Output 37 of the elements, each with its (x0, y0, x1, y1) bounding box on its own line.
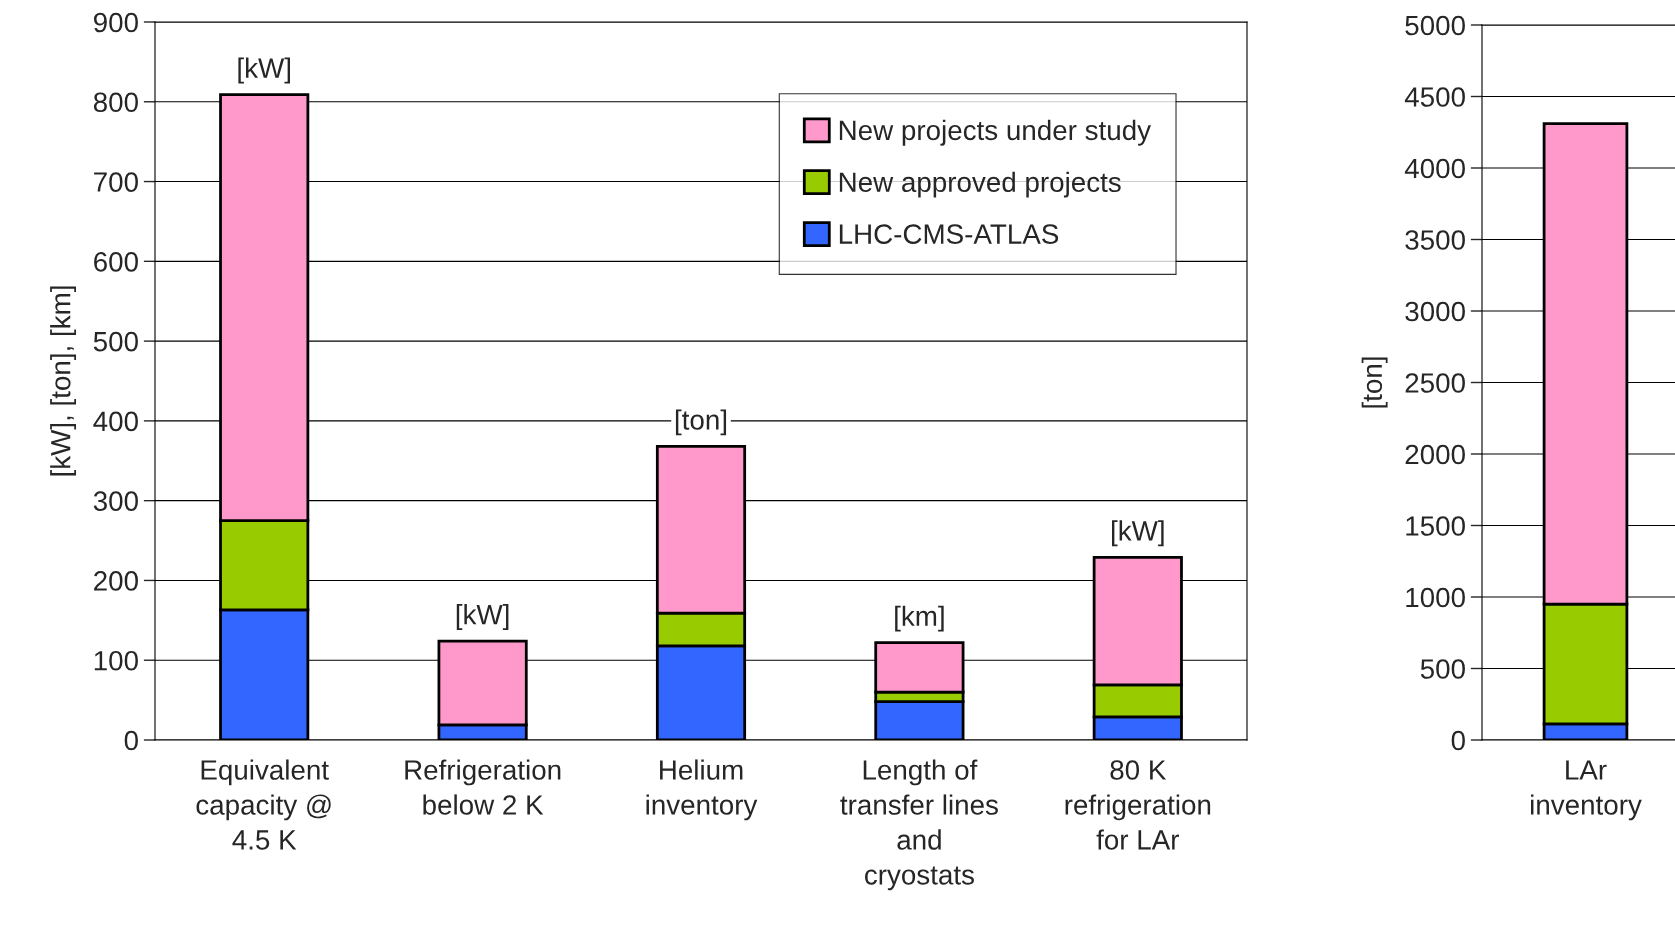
y-tick-label: 400 (93, 411, 138, 432)
x-tick-label: Refrigeration below 2 K (405, 759, 561, 815)
y-tick-label: 3500 (1405, 230, 1465, 250)
y-tick-label: 800 (93, 92, 138, 113)
y-axis-title: [ton] (1361, 357, 1388, 408)
annotation: [kW] (238, 57, 290, 84)
y-tick-label: 1000 (1406, 587, 1465, 608)
y-tick-label: 4500 (1404, 87, 1465, 107)
y-tick-label: 5000 (1405, 15, 1465, 36)
y-tick-label: 3000 (1405, 301, 1465, 322)
y-tick-label: 2500 (1405, 373, 1465, 393)
y-tick-label: 700 (94, 172, 138, 192)
y-tick-label: 100 (94, 650, 138, 671)
y-tick-label: 0 (124, 730, 138, 751)
y-tick-label: 500 (93, 331, 138, 352)
legend-label: New approved projects (839, 171, 1121, 198)
x-tick-label: Length of transfer lines and cryostats (840, 759, 998, 891)
y-tick-label: 1500 (1406, 516, 1465, 536)
y-tick-label: 0 (1451, 730, 1465, 751)
annotation: [kW] (1112, 520, 1164, 547)
y-tick-label: 900 (93, 12, 138, 33)
x-tick-label: 80 K refrigeration for LAr (1065, 760, 1211, 850)
y-axis-title: [kW], [ton], [km] (50, 286, 77, 476)
annotation: [ton] (675, 409, 727, 436)
x-tick-label: Equivalent capacity @ 4.5 K (196, 759, 331, 850)
y-tick-label: 600 (94, 252, 138, 272)
y-tick-label: 4000 (1404, 158, 1465, 179)
y-tick-label: 200 (94, 571, 138, 591)
y-tick-label: 2000 (1405, 444, 1465, 465)
y-tick-label: 500 (1420, 659, 1465, 679)
annotation: [kW] (456, 604, 509, 630)
x-tick-label: Helium inventory (646, 759, 758, 821)
x-tick-label: LAr inventory (1531, 760, 1642, 821)
y-tick-label: 300 (93, 491, 138, 512)
legend-label: LHC-CMS-ATLAS (839, 224, 1059, 244)
legend-label: New projects under study (839, 119, 1151, 146)
annotation: [km] (895, 605, 944, 632)
